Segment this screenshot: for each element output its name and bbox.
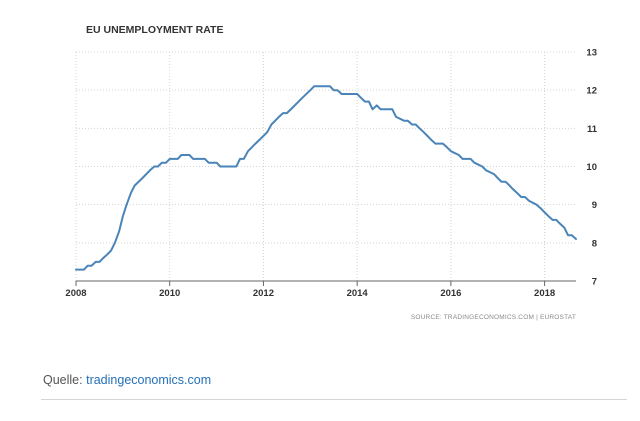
series-line [75,85,577,271]
y-tick-label: 7 [592,277,597,288]
y-tick-label: 12 [586,86,597,97]
source-note: SOURCE: TRADINGECONOMICS.COM | EUROSTAT [411,314,576,321]
x-tick-label: 2014 [347,288,369,299]
caption: Quelle: tradingeconomics.com [43,373,211,387]
source-link[interactable]: tradingeconomics.com [86,373,212,387]
y-axis-ticks: 7 8 9 10 11 12 13 [586,48,597,288]
divider [41,399,627,400]
chart-title: EU UNEMPLOYMENT RATE [86,24,223,36]
caption-prefix: Quelle: [43,373,87,387]
gridlines [75,51,576,281]
series-lines [75,85,577,271]
x-tick-label: 2008 [65,288,86,299]
y-tick-label: 10 [586,162,597,173]
line-chart: EU UNEMPLOYMENT RATE 7 8 9 10 11 12 13 2008 201… [65,24,597,321]
y-tick-label: 11 [587,124,598,135]
x-tick-label: 2012 [253,288,274,299]
y-tick-label: 9 [592,200,597,211]
x-tick-label: 2010 [159,288,180,299]
y-tick-label: 8 [592,238,597,249]
x-tick-label: 2018 [534,288,555,299]
y-tick-label: 13 [586,48,597,59]
x-tick-label: 2016 [440,288,461,299]
x-axis-ticks: 2008 2010 2012 2014 2016 2018 [65,281,555,299]
